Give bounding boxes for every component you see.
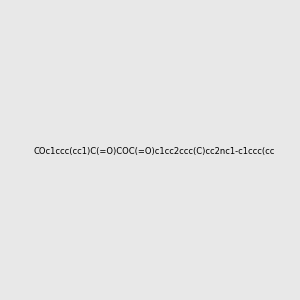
Text: COc1ccc(cc1)C(=O)COC(=O)c1cc2ccc(C)cc2nc1-c1ccc(cc: COc1ccc(cc1)C(=O)COC(=O)c1cc2ccc(C)cc2nc… — [33, 147, 274, 156]
